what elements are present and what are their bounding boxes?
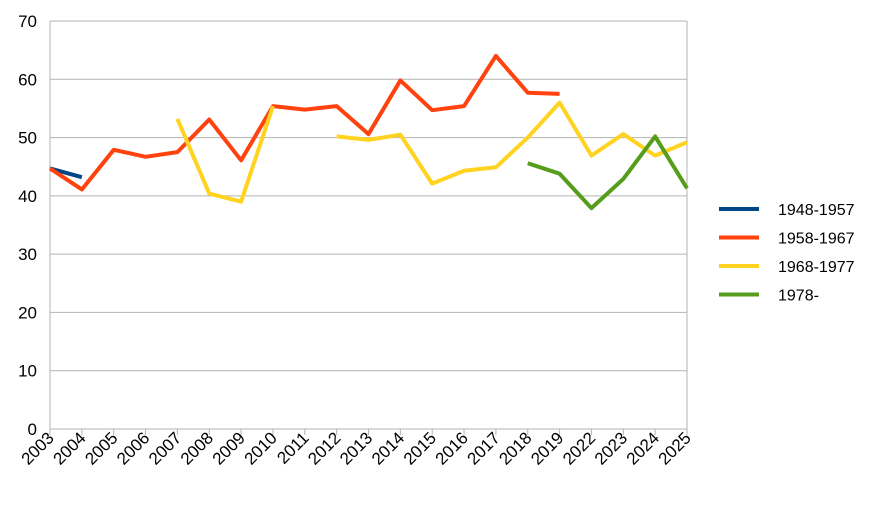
y-axis-ticks: 0 10 20 30 40 50 60 70 [18,12,37,439]
series-lines [48,53,689,211]
x-tick-label: 2009 [209,428,249,468]
y-tick-label: 60 [18,70,37,89]
x-tick-label: 2005 [81,428,121,468]
legend: 1948-1957 1958-1967 1968-1977 1978- [719,202,855,305]
x-tick-label: 2019 [527,428,567,468]
x-tick-label: 2010 [241,428,281,468]
y-tick-label: 50 [18,129,37,148]
x-tick-label: 2016 [432,428,472,468]
y-tick-label: 0 [28,420,37,439]
x-tick-label: 2003 [18,428,58,468]
series-line-1978- [527,134,689,211]
legend-label: 1948-1957 [778,202,855,219]
legend-label: 1978- [778,288,819,305]
gridlines [49,20,688,435]
y-tick-label: 10 [18,362,37,381]
legend-label: 1958-1967 [778,231,855,248]
x-tick-label: 2023 [591,428,631,468]
x-tick-label: 2015 [400,428,440,468]
y-tick-label: 70 [18,12,37,31]
x-tick-label: 2012 [304,428,344,468]
x-tick-label: 2018 [495,428,535,468]
series-line-1968-1977 [175,100,688,204]
x-tick-label: 2025 [655,428,695,468]
x-tick-label: 2008 [177,428,217,468]
x-axis-ticks: 2003200420052006200720082009201020112012… [18,428,695,468]
x-tick-label: 2007 [145,428,185,468]
legend-label: 1968-1977 [778,259,855,276]
x-tick-label: 2022 [559,428,599,468]
x-tick-label: 2024 [623,428,663,468]
x-tick-label: 2017 [464,428,504,468]
x-tick-label: 2006 [113,428,153,468]
x-tick-label: 2013 [336,428,376,468]
y-tick-label: 30 [18,245,37,264]
y-tick-label: 40 [18,187,37,206]
y-tick-label: 20 [18,303,37,322]
x-tick-label: 2011 [273,428,312,467]
x-tick-label: 2004 [49,428,89,468]
x-tick-label: 2014 [368,428,408,468]
series-line-1958-1967 [48,53,560,192]
